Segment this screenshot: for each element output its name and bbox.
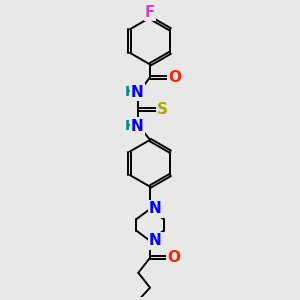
Text: O: O	[168, 70, 181, 85]
Text: O: O	[167, 250, 181, 266]
Text: H: H	[125, 85, 137, 99]
Text: N: N	[149, 202, 162, 217]
Text: S: S	[157, 102, 168, 117]
Text: F: F	[145, 5, 155, 20]
Text: H: H	[125, 119, 137, 133]
Text: N: N	[131, 118, 144, 134]
Text: N: N	[131, 85, 144, 100]
Text: N: N	[149, 233, 162, 248]
